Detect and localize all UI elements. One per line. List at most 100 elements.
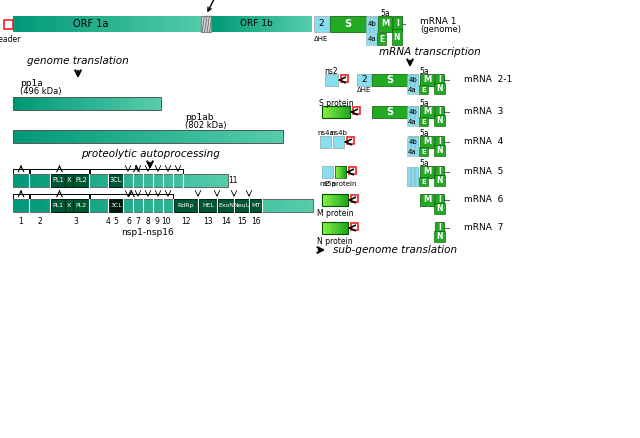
Text: N: N xyxy=(436,84,443,93)
Bar xyxy=(366,17,369,45)
Bar xyxy=(351,195,358,202)
Bar xyxy=(168,130,175,143)
Text: ns4b: ns4b xyxy=(330,130,347,136)
Bar xyxy=(420,74,434,86)
Bar xyxy=(301,199,307,212)
Bar xyxy=(73,199,79,212)
Bar xyxy=(259,199,266,212)
Bar xyxy=(411,167,414,186)
Bar xyxy=(20,130,27,143)
Text: I: I xyxy=(438,75,441,85)
Bar xyxy=(40,174,45,187)
Bar xyxy=(341,75,348,82)
Text: MT: MT xyxy=(252,203,260,208)
Bar xyxy=(201,16,207,32)
Bar xyxy=(212,174,218,187)
Text: 6: 6 xyxy=(127,217,131,226)
Bar xyxy=(49,199,56,212)
Bar xyxy=(291,16,296,32)
Text: NeuU: NeuU xyxy=(234,203,251,208)
Bar xyxy=(243,130,250,143)
Bar xyxy=(415,107,418,126)
Bar xyxy=(157,199,163,212)
Text: genome translation: genome translation xyxy=(27,56,129,66)
Bar xyxy=(51,174,56,187)
Text: N: N xyxy=(436,204,443,213)
Bar xyxy=(193,199,200,212)
Bar xyxy=(330,222,333,234)
Bar xyxy=(131,174,137,187)
Bar xyxy=(133,199,140,212)
Bar xyxy=(243,16,248,32)
Bar xyxy=(227,16,232,32)
Bar xyxy=(81,130,88,143)
Bar xyxy=(269,130,276,143)
Bar xyxy=(151,199,157,212)
Text: (496 kDa): (496 kDa) xyxy=(20,87,61,96)
Text: RdRp: RdRp xyxy=(178,203,195,208)
Bar xyxy=(76,16,81,32)
Text: I: I xyxy=(438,138,441,146)
Text: 4b: 4b xyxy=(408,77,417,83)
Bar xyxy=(13,174,228,187)
Bar xyxy=(408,136,418,148)
Bar xyxy=(65,199,73,212)
Text: ns5a: ns5a xyxy=(319,181,336,187)
Text: 5a: 5a xyxy=(419,130,429,138)
Text: N: N xyxy=(436,116,443,125)
Bar xyxy=(275,16,280,32)
Bar xyxy=(435,166,444,178)
Bar xyxy=(335,194,338,206)
Bar xyxy=(181,199,188,212)
Text: ribosomal frameshift: ribosomal frameshift xyxy=(174,0,268,11)
Bar xyxy=(340,106,344,118)
Bar xyxy=(109,16,115,32)
Bar xyxy=(73,174,89,187)
Bar xyxy=(18,16,23,32)
Text: 15: 15 xyxy=(237,217,247,226)
Bar xyxy=(77,174,83,187)
Text: 4a: 4a xyxy=(408,120,417,126)
Bar xyxy=(411,137,414,156)
Text: pp1ab: pp1ab xyxy=(185,113,214,122)
Bar xyxy=(279,16,284,32)
Bar xyxy=(287,16,291,32)
Text: E: E xyxy=(421,119,426,124)
Bar xyxy=(329,106,332,118)
Bar xyxy=(325,74,338,86)
Text: E: E xyxy=(421,179,426,184)
Text: PL2: PL2 xyxy=(75,177,87,184)
Text: 4a: 4a xyxy=(408,149,417,155)
Bar xyxy=(223,16,227,32)
Bar xyxy=(223,174,228,187)
Bar xyxy=(378,16,392,32)
Bar xyxy=(174,174,180,187)
Bar xyxy=(335,166,337,178)
Bar xyxy=(330,16,366,32)
Text: ORF 1a: ORF 1a xyxy=(72,19,108,29)
Bar xyxy=(195,130,202,143)
Bar xyxy=(370,17,373,45)
Text: I: I xyxy=(438,107,441,117)
Text: N: N xyxy=(436,176,443,185)
Bar xyxy=(67,199,74,212)
Bar xyxy=(13,130,20,143)
Text: N: N xyxy=(436,146,443,155)
Bar xyxy=(235,16,239,32)
Bar xyxy=(353,107,360,114)
Bar xyxy=(411,75,414,94)
Bar xyxy=(347,137,354,144)
Bar xyxy=(374,17,377,45)
Text: 7: 7 xyxy=(136,217,140,226)
Bar xyxy=(94,130,101,143)
Bar xyxy=(55,199,61,212)
Bar xyxy=(217,174,223,187)
Bar xyxy=(114,97,120,110)
Bar xyxy=(335,166,346,178)
Bar xyxy=(199,199,217,212)
Bar xyxy=(4,20,13,29)
Bar xyxy=(120,174,126,187)
Text: nsp1-nsp16: nsp1-nsp16 xyxy=(122,228,174,237)
Text: 4: 4 xyxy=(106,217,111,226)
Text: I: I xyxy=(438,223,441,233)
